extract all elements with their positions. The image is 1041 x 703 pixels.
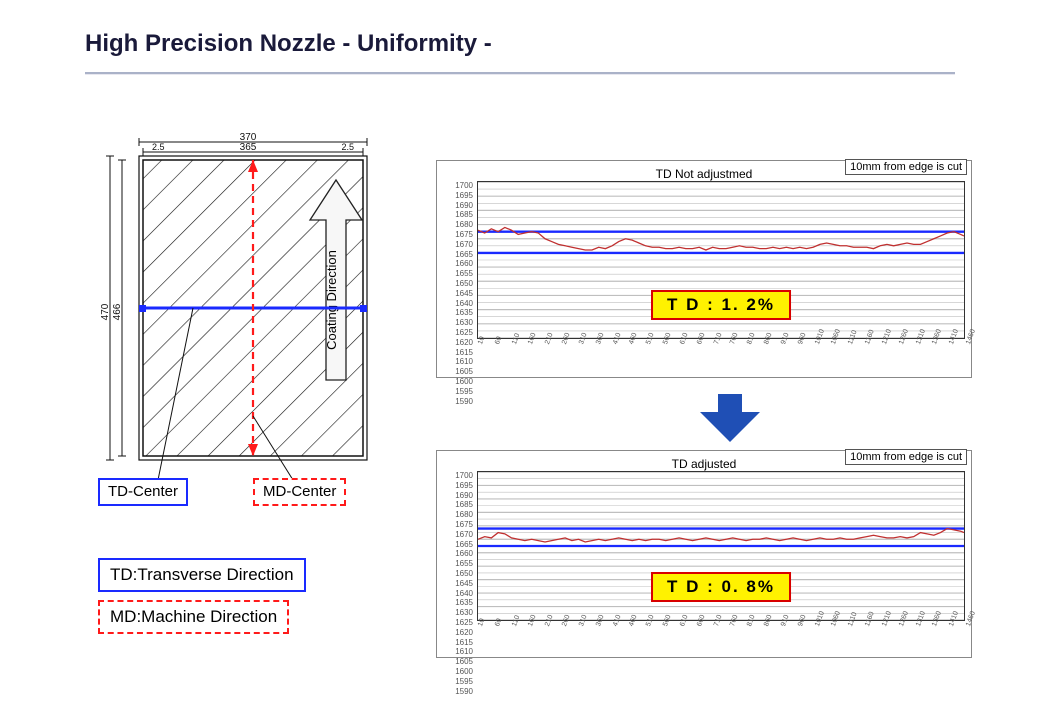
md-legend: MD:Machine Direction: [98, 600, 289, 634]
td-center-label: TD-Center: [98, 478, 188, 506]
chart-bottom-yaxis: 1700169516901685168016751670166516601655…: [441, 471, 473, 621]
chart-note-bottom: 10mm from edge is cut: [845, 449, 967, 465]
svg-text:2.5: 2.5: [341, 142, 354, 152]
chart-bottom: 10mm from edge is cut TD adjusted 170016…: [436, 450, 972, 658]
engineering-drawing: 370 365 2.5 2.5 470 466 Coating Directio…: [98, 130, 398, 520]
chart-note-top: 10mm from edge is cut: [845, 159, 967, 175]
drawing-svg: 370 365 2.5 2.5 470 466 Coating Directio…: [98, 130, 398, 520]
td-badge-bottom: T D : 0. 8%: [651, 572, 791, 602]
page-title: High Precision Nozzle - Uniformity -: [85, 30, 492, 58]
td-badge-top: T D : 1. 2%: [651, 290, 791, 320]
chart-top-plot: T D : 1. 2%: [477, 181, 965, 339]
svg-text:466: 466: [112, 303, 123, 320]
arrow-down-icon: [700, 394, 760, 442]
chart-bottom-plot: T D : 0. 8%: [477, 471, 965, 621]
svg-text:470: 470: [100, 303, 111, 320]
chart-top: 10mm from edge is cut TD Not adjustmed 1…: [436, 160, 972, 378]
md-center-label: MD-Center: [253, 478, 346, 506]
svg-text:365: 365: [240, 142, 257, 153]
chart-top-yaxis: 1700169516901685168016751670166516601655…: [441, 181, 473, 339]
svg-text:2.5: 2.5: [152, 142, 165, 152]
title-rule: [85, 72, 955, 75]
chart-top-xaxis: 1060110160210260310360410460510560610660…: [477, 343, 965, 365]
chart-bottom-xaxis: 1060110160210260310360410460510560610660…: [477, 625, 965, 647]
svg-text:Coating Direction: Coating Direction: [324, 250, 339, 350]
td-legend: TD:Transverse Direction: [98, 558, 306, 592]
